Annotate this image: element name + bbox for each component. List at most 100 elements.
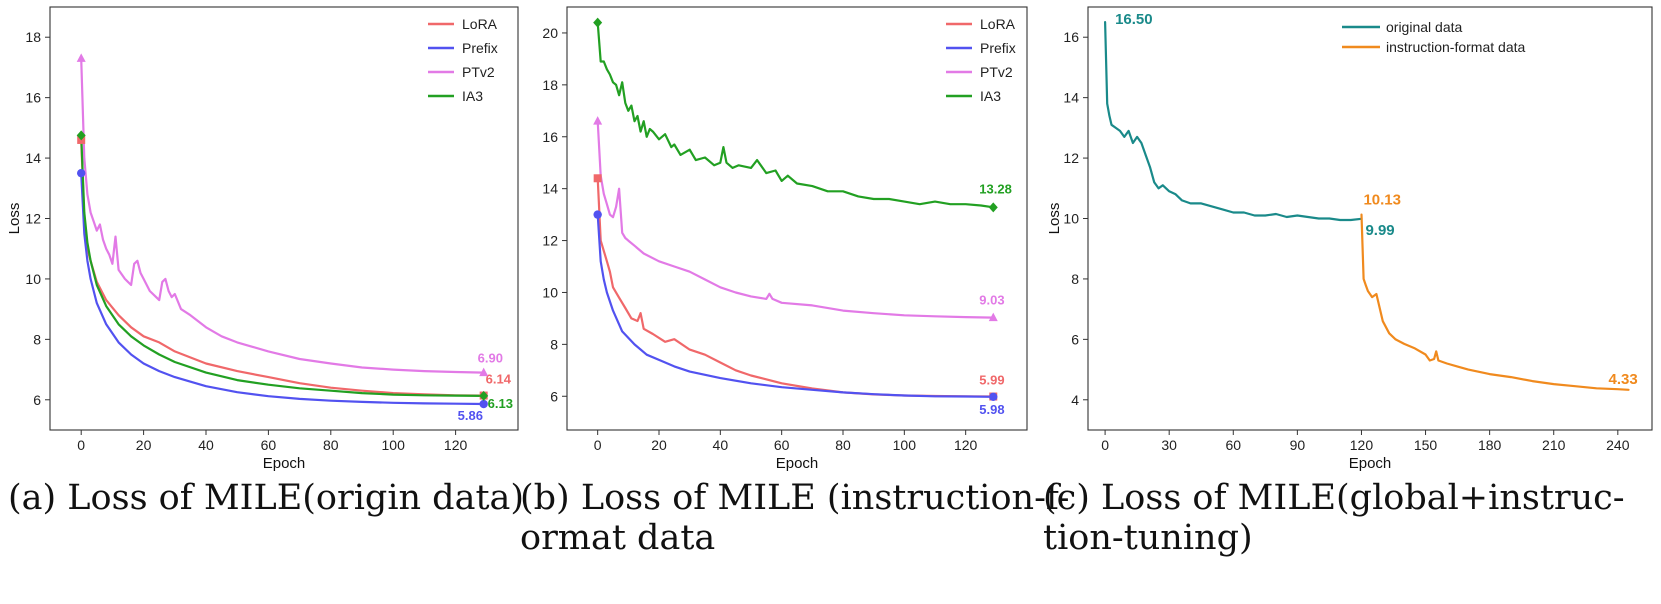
x-tick-label: 100 — [893, 437, 917, 453]
panel-a: 0 20 40 60 80 100 120 6 8 10 12 14 16 18 Epoch Loss 6.14… — [0, 0, 530, 480]
panel-c: 0 30 60 90 120 150 180 210 240 4 6 8 10 12 14 16 Epoch Lo… — [1040, 0, 1661, 480]
x-tick-label: 0 — [77, 437, 85, 453]
legend-label: LoRA — [980, 16, 1016, 32]
y-tick-label: 6 — [1071, 331, 1079, 347]
end-marker — [479, 367, 489, 377]
legend-label: IA3 — [980, 88, 1001, 104]
series-line-lora — [596, 177, 995, 398]
end-value-label: 6.90 — [478, 351, 503, 366]
start-marker — [77, 168, 86, 178]
x-tick-label: 60 — [1225, 437, 1241, 453]
x-tick-label: 100 — [382, 437, 406, 453]
chart-a: 0 20 40 60 80 100 120 6 8 10 12 14 16 18 Epoch Loss 6.14… — [6, 6, 519, 472]
y-tick-label: 18 — [542, 77, 558, 93]
series-line-prefix — [596, 213, 995, 398]
end-value-label: 13.28 — [979, 181, 1012, 196]
y-tick-label: 8 — [550, 336, 558, 352]
legend-label: original data — [1386, 19, 1462, 35]
plot-frame — [49, 6, 519, 431]
legend-label: Prefix — [980, 40, 1016, 56]
panel-b: 0 20 40 60 80 100 120 6 8 10 12 14 16 18 20 Epoch 5.99 5.… — [520, 0, 1050, 480]
y-tick-label: 12 — [25, 211, 41, 227]
end-value-label: 6.14 — [486, 372, 512, 387]
x-tick-label: 40 — [713, 437, 729, 453]
end-marker — [479, 399, 488, 409]
series-line-original-data — [1103, 21, 1363, 222]
y-tick-label: 8 — [33, 331, 41, 347]
chart-b: 0 20 40 60 80 100 120 6 8 10 12 14 16 18 20 Epoch 5.99 5.… — [542, 6, 1028, 472]
x-tick-label: 210 — [1542, 437, 1566, 453]
series-line-ptv2 — [80, 57, 485, 374]
y-tick-label: 4 — [1071, 392, 1079, 408]
series-line-lora — [80, 138, 485, 397]
caption-c: (c) Loss of MILE(global+instruc- tion-tu… — [1043, 478, 1625, 558]
y-tick-label: 16 — [542, 129, 558, 145]
end-value-label: 5.98 — [979, 402, 1004, 417]
x-tick-label: 80 — [835, 437, 851, 453]
y-tick-label: 8 — [1071, 271, 1079, 287]
x-tick-label: 20 — [651, 437, 667, 453]
y-tick-label: 12 — [1063, 150, 1079, 166]
start-marker — [593, 17, 603, 28]
y-tick-label: 14 — [542, 181, 558, 197]
series-line-instruction-format-data — [1360, 213, 1630, 391]
start-value-label: 10.13 — [1363, 192, 1401, 209]
chart-c: 0 30 60 90 120 150 180 210 240 4 6 8 10 12 14 16 Epoch Lo… — [1046, 6, 1653, 472]
start-marker — [76, 130, 86, 141]
x-tick-label: 80 — [323, 437, 339, 453]
end-marker — [988, 202, 998, 213]
x-tick-label: 0 — [1101, 437, 1109, 453]
end-value-label: 4.33 — [1609, 371, 1638, 388]
end-value-label: 6.13 — [488, 396, 513, 411]
y-tick-label: 6 — [550, 388, 558, 404]
x-tick-label: 120 — [954, 437, 978, 453]
caption-c-line1: (c) Loss of MILE(global+instruc- — [1043, 478, 1625, 518]
start-marker — [593, 174, 602, 183]
caption-b-line1: (b) Loss of MILE (instruction-f- — [520, 478, 1070, 518]
legend-label: Prefix — [462, 40, 498, 56]
y-tick-label: 6 — [33, 392, 41, 408]
legend-label: IA3 — [462, 88, 483, 104]
caption-b-line2: ormat data — [520, 518, 716, 558]
x-tick-label: 0 — [594, 437, 602, 453]
y-tick-label: 20 — [542, 25, 558, 41]
series-line-ptv2 — [596, 120, 995, 319]
x-tick-label: 120 — [1350, 437, 1374, 453]
legend-label: PTv2 — [462, 64, 495, 80]
x-tick-label: 240 — [1606, 437, 1630, 453]
series-line-ia3 — [596, 21, 995, 209]
plot-frame — [1087, 6, 1653, 431]
plot-frame — [566, 6, 1028, 431]
y-axis-label: Loss — [6, 203, 23, 235]
y-tick-label: 16 — [1063, 29, 1079, 45]
y-tick-label: 10 — [542, 284, 558, 300]
end-value-label: 5.99 — [979, 373, 1004, 388]
end-value-label: 9.99 — [1365, 222, 1394, 239]
x-tick-label: 40 — [198, 437, 214, 453]
end-value-label: 5.86 — [458, 408, 483, 423]
y-tick-label: 16 — [25, 90, 41, 106]
x-tick-label: 90 — [1290, 437, 1306, 453]
series-line-ia3 — [80, 134, 485, 397]
start-marker — [593, 210, 602, 219]
x-tick-label: 150 — [1414, 437, 1438, 453]
start-marker — [593, 116, 603, 125]
x-tick-label: 120 — [444, 437, 468, 453]
y-tick-label: 14 — [25, 150, 41, 166]
caption-a-text: (a) Loss of MILE(origin data) — [8, 478, 525, 518]
caption-c-line2: tion-tuning) — [1043, 518, 1253, 558]
y-axis-label: Loss — [1046, 203, 1063, 235]
caption-b: (b) Loss of MILE (instruction-f- ormat d… — [520, 478, 1069, 558]
legend-label: LoRA — [462, 16, 498, 32]
end-marker — [989, 392, 998, 401]
x-tick-label: 20 — [136, 437, 152, 453]
x-tick-label: 60 — [774, 437, 790, 453]
start-value-label: 16.50 — [1115, 11, 1153, 28]
end-marker — [479, 390, 489, 401]
x-axis-label: Epoch — [1349, 455, 1392, 472]
y-tick-label: 14 — [1063, 90, 1079, 106]
series-line-prefix — [80, 172, 485, 406]
legend-label: PTv2 — [980, 64, 1013, 80]
x-tick-label: 60 — [261, 437, 277, 453]
end-marker — [988, 312, 998, 322]
